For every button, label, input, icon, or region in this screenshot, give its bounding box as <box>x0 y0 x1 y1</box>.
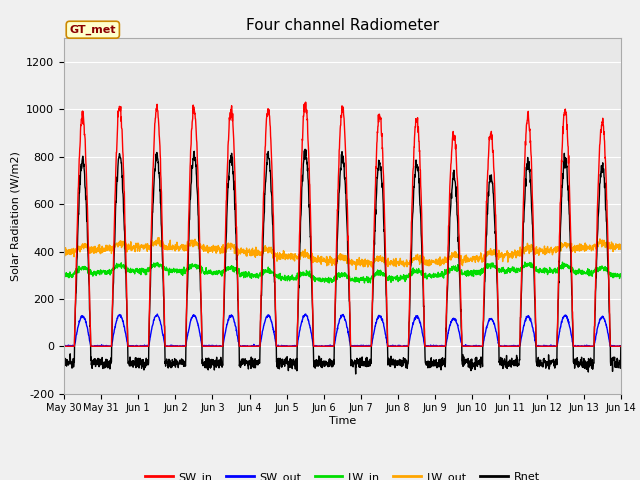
Title: Four channel Radiometer: Four channel Radiometer <box>246 18 439 33</box>
LW_out <box>216 248 223 254</box>
LW_out <box>617 243 625 249</box>
SW_in <box>584 343 591 349</box>
SW_out <box>216 343 223 348</box>
SW_in <box>60 343 68 349</box>
SW_in <box>568 274 575 279</box>
LW_in <box>216 270 223 276</box>
LW_out <box>584 244 591 250</box>
Line: Rnet: Rnet <box>64 149 621 374</box>
SW_out <box>505 343 513 349</box>
SW_out <box>371 323 379 329</box>
LW_in <box>60 273 68 278</box>
Rnet <box>60 364 68 370</box>
SW_out <box>359 343 367 348</box>
Rnet <box>584 361 591 367</box>
LW_in <box>504 264 512 270</box>
SW_out <box>584 343 591 349</box>
LW_in <box>568 267 576 273</box>
SW_out <box>60 343 68 349</box>
Rnet <box>352 371 360 377</box>
Rnet <box>371 228 379 234</box>
Rnet <box>505 363 513 369</box>
SW_in <box>617 343 625 349</box>
LW_out <box>359 257 367 263</box>
SW_in <box>302 99 310 105</box>
LW_in <box>617 273 625 278</box>
SW_in <box>359 343 367 349</box>
LW_out <box>154 235 162 240</box>
Text: GT_met: GT_met <box>70 24 116 35</box>
Rnet <box>301 146 309 152</box>
Y-axis label: Solar Radiation (W/m2): Solar Radiation (W/m2) <box>11 151 20 281</box>
Rnet <box>617 343 625 349</box>
SW_out <box>617 343 625 349</box>
SW_in <box>371 203 379 208</box>
Line: SW_in: SW_in <box>64 102 621 346</box>
SW_in <box>216 343 223 349</box>
LW_in <box>521 259 529 265</box>
Line: LW_in: LW_in <box>64 262 621 283</box>
LW_out <box>352 266 360 272</box>
Rnet <box>216 357 223 363</box>
LW_in <box>358 277 366 283</box>
Line: SW_out: SW_out <box>64 314 621 346</box>
LW_in <box>360 280 368 286</box>
LW_in <box>371 274 379 279</box>
LW_out <box>60 249 68 255</box>
Line: LW_out: LW_out <box>64 238 621 269</box>
SW_out <box>568 335 576 341</box>
SW_in <box>504 343 512 349</box>
LW_in <box>584 271 591 276</box>
LW_out <box>371 256 379 262</box>
LW_out <box>505 253 513 259</box>
Rnet <box>568 293 576 299</box>
Legend: SW_in, SW_out, LW_in, LW_out, Rnet: SW_in, SW_out, LW_in, LW_out, Rnet <box>141 468 544 480</box>
SW_out <box>60 343 68 349</box>
Rnet <box>359 359 367 364</box>
SW_out <box>302 311 310 317</box>
LW_out <box>568 245 576 251</box>
X-axis label: Time: Time <box>329 416 356 426</box>
